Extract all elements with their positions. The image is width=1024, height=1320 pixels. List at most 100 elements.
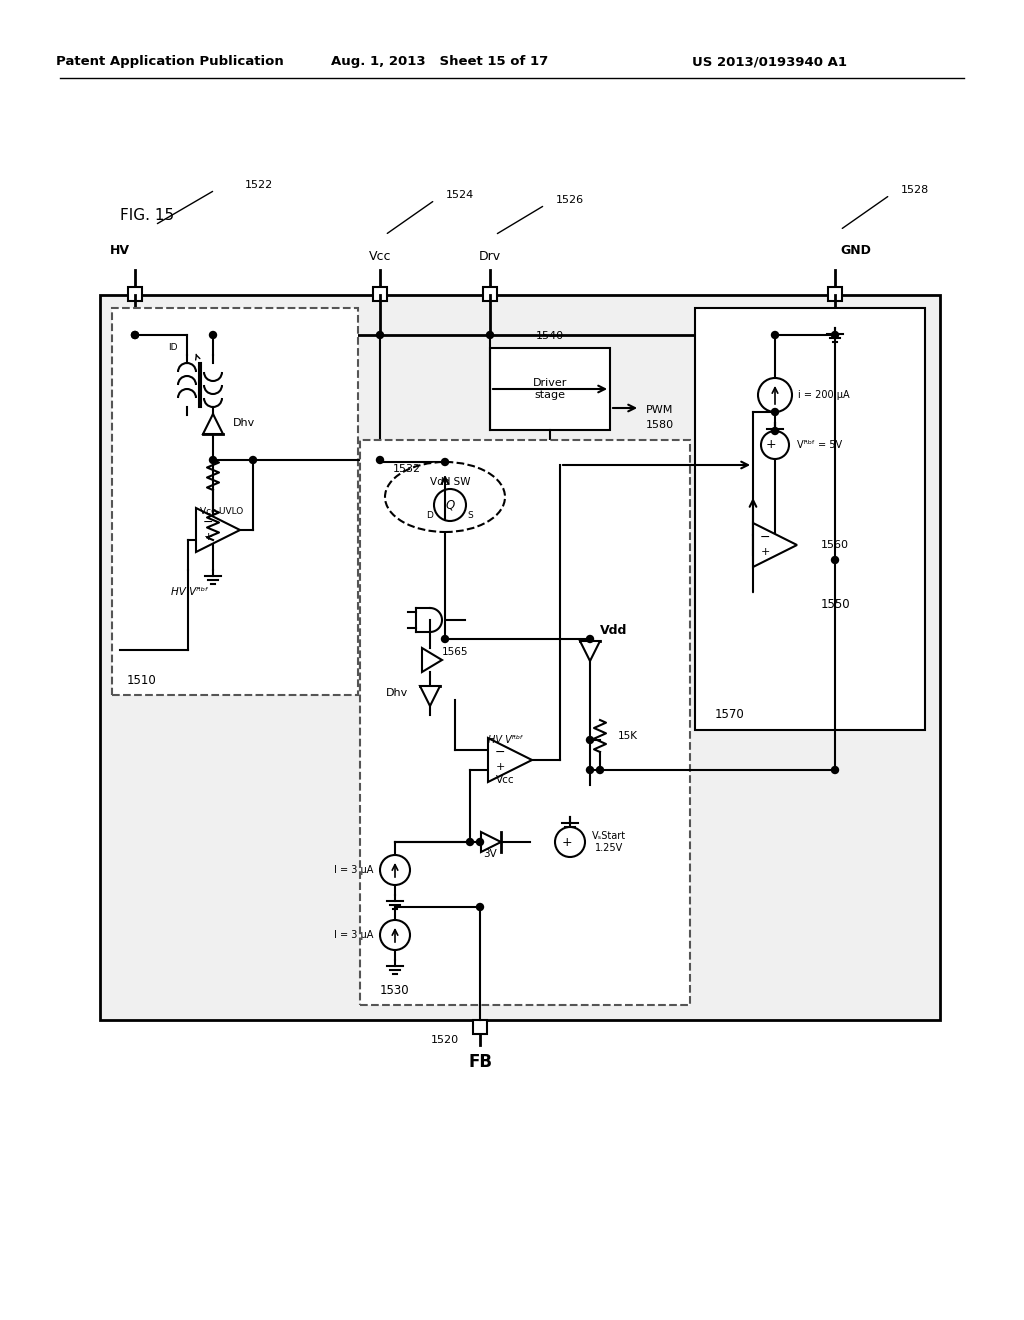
Text: Drv: Drv (479, 251, 501, 264)
Text: I = 3 μA: I = 3 μA (334, 931, 373, 940)
Text: Driver
stage: Driver stage (532, 379, 567, 400)
Circle shape (771, 331, 778, 338)
Text: +: + (204, 532, 213, 543)
Circle shape (758, 378, 792, 412)
Polygon shape (481, 832, 501, 851)
Ellipse shape (385, 462, 505, 532)
Circle shape (467, 838, 473, 846)
Circle shape (587, 737, 594, 743)
Text: +: + (562, 836, 572, 849)
Circle shape (131, 331, 138, 338)
Text: I = 3 μA: I = 3 μA (334, 865, 373, 875)
Text: 1520: 1520 (431, 1035, 459, 1045)
Bar (483, 286, 497, 301)
Text: S: S (467, 511, 473, 520)
Circle shape (555, 828, 585, 857)
Bar (112, 308, 358, 696)
Text: 3V: 3V (483, 849, 497, 859)
Circle shape (831, 557, 839, 564)
Text: +: + (760, 548, 770, 557)
Circle shape (597, 767, 603, 774)
Polygon shape (422, 648, 442, 672)
Text: +: + (496, 763, 505, 772)
Text: Vᴿᵇᶠ = 5V: Vᴿᵇᶠ = 5V (797, 440, 842, 450)
Text: −: − (760, 531, 770, 544)
Text: HV Vᴿᵇᶠ: HV Vᴿᵇᶠ (171, 587, 209, 597)
Text: Q: Q (445, 499, 455, 511)
Bar (695, 308, 925, 730)
Bar (473, 1020, 487, 1034)
Circle shape (831, 331, 839, 338)
Circle shape (441, 635, 449, 643)
Bar (100, 294, 940, 1020)
Text: Patent Application Publication: Patent Application Publication (56, 55, 284, 69)
Circle shape (131, 331, 138, 338)
Text: Aug. 1, 2013   Sheet 15 of 17: Aug. 1, 2013 Sheet 15 of 17 (332, 55, 549, 69)
Text: 1550: 1550 (820, 598, 850, 611)
Text: Vdd: Vdd (600, 623, 628, 636)
Circle shape (250, 457, 256, 463)
Circle shape (380, 855, 410, 884)
Circle shape (434, 488, 466, 521)
Circle shape (831, 767, 839, 774)
Bar (828, 286, 842, 301)
Text: Vcc UVLO: Vcc UVLO (201, 507, 244, 516)
Text: 1530: 1530 (380, 983, 410, 997)
Text: FB: FB (468, 1053, 492, 1071)
Text: Vcc: Vcc (369, 251, 391, 264)
Circle shape (771, 428, 778, 434)
Text: 15K: 15K (618, 731, 638, 741)
Bar (128, 286, 142, 301)
Text: +: + (766, 438, 776, 451)
Bar (373, 286, 387, 301)
Circle shape (380, 920, 410, 950)
Text: 1565: 1565 (441, 647, 468, 657)
Text: 1524: 1524 (445, 190, 474, 201)
Circle shape (377, 331, 384, 338)
Bar (490, 348, 610, 430)
Circle shape (771, 408, 778, 416)
Text: US 2013/0193940 A1: US 2013/0193940 A1 (692, 55, 848, 69)
Text: VₛStart
1.25V: VₛStart 1.25V (592, 832, 626, 853)
Polygon shape (203, 414, 223, 434)
Text: 1528: 1528 (901, 185, 929, 195)
Circle shape (377, 457, 384, 463)
Circle shape (587, 767, 594, 774)
Text: Vdd SW: Vdd SW (430, 477, 470, 487)
Circle shape (761, 432, 790, 459)
Text: 1580: 1580 (646, 420, 674, 430)
Polygon shape (753, 523, 797, 568)
Text: 1522: 1522 (245, 180, 273, 190)
Text: 1540: 1540 (536, 331, 564, 341)
Text: HV: HV (110, 243, 130, 256)
Text: 1570: 1570 (715, 709, 744, 722)
Text: −: − (495, 746, 505, 759)
Text: i = 200 μA: i = 200 μA (798, 389, 850, 400)
Circle shape (210, 331, 216, 338)
Circle shape (587, 635, 594, 643)
Text: 1532: 1532 (393, 465, 421, 474)
Polygon shape (580, 642, 600, 661)
Text: D: D (427, 511, 433, 520)
Text: ID: ID (169, 342, 178, 351)
Text: 1526: 1526 (556, 195, 584, 205)
Text: FIG. 15: FIG. 15 (120, 207, 174, 223)
Text: Vcc: Vcc (496, 775, 514, 785)
Circle shape (476, 838, 483, 846)
Text: 1510: 1510 (127, 673, 157, 686)
Text: Dhv: Dhv (386, 688, 408, 698)
Circle shape (210, 457, 216, 463)
Circle shape (486, 331, 494, 338)
Text: Dhv: Dhv (233, 418, 255, 428)
Bar (360, 440, 690, 1005)
Text: PWM: PWM (646, 405, 674, 414)
Circle shape (441, 458, 449, 466)
Text: 1560: 1560 (821, 540, 849, 550)
Text: GND: GND (840, 243, 870, 256)
Polygon shape (488, 738, 532, 781)
Text: HV Vᴿᵇᶠ: HV Vᴿᵇᶠ (487, 735, 522, 744)
Circle shape (476, 903, 483, 911)
Polygon shape (196, 508, 240, 552)
Polygon shape (420, 686, 440, 706)
Text: −: − (203, 516, 213, 529)
